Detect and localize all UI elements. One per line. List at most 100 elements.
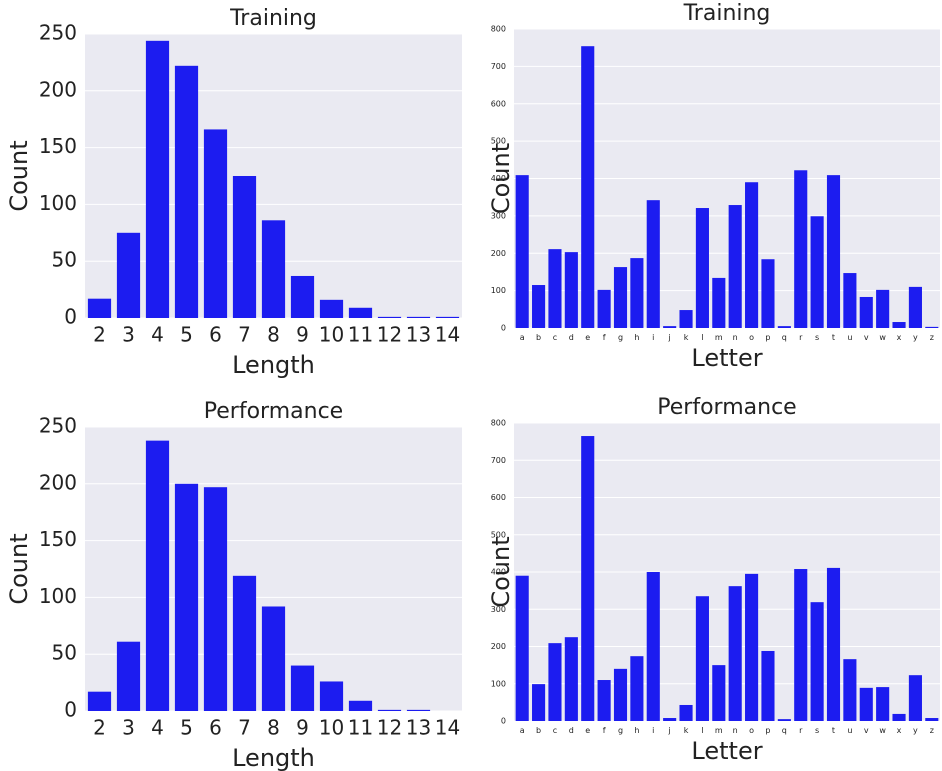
x-axis-label: Length	[232, 744, 315, 771]
x-tick-label: j	[668, 726, 671, 735]
x-tick-label: 7	[238, 716, 251, 740]
y-tick-label: 100	[39, 584, 77, 608]
y-tick-label: 600	[491, 99, 506, 108]
x-tick-label: p	[765, 726, 770, 735]
x-tick-label: 14	[435, 716, 460, 740]
bar	[515, 175, 529, 328]
x-tick-label: 13	[406, 323, 431, 347]
x-tick-label: 5	[180, 323, 193, 347]
chart-title: Performance	[657, 395, 796, 420]
y-axis-label: Count	[487, 536, 515, 607]
x-tick-label: e	[585, 726, 590, 735]
bar	[532, 684, 546, 721]
x-axis-label: Letter	[691, 737, 762, 765]
y-tick-label: 200	[491, 249, 506, 258]
bar	[613, 267, 628, 328]
x-tick-label: k	[684, 726, 689, 735]
x-tick-label: d	[569, 726, 574, 735]
bar	[745, 573, 759, 721]
y-tick-label: 700	[491, 456, 506, 465]
bar	[777, 326, 791, 328]
bar	[695, 208, 709, 328]
x-tick-label: 12	[377, 323, 402, 347]
bar	[794, 170, 808, 328]
y-tick-label: 500	[491, 530, 506, 539]
y-tick-label: 100	[39, 191, 77, 215]
y-tick-label: 300	[491, 211, 506, 220]
x-tick-label: a	[520, 333, 525, 342]
bar	[679, 310, 693, 328]
x-tick-label: t	[832, 333, 835, 342]
bar	[203, 129, 228, 318]
bar	[777, 719, 791, 721]
y-tick-label: 250	[39, 414, 77, 438]
bar	[908, 675, 922, 721]
y-tick-label: 50	[52, 248, 77, 272]
x-tick-label: 10	[319, 716, 344, 740]
x-tick-label: b	[536, 333, 541, 342]
bar	[843, 659, 857, 721]
x-axis-label: Letter	[691, 344, 762, 372]
x-tick-label: r	[799, 726, 803, 735]
x-tick-label: f	[603, 726, 606, 735]
x-tick-label: 2	[93, 716, 106, 740]
y-tick-label: 800	[491, 25, 506, 34]
x-tick-label: 11	[348, 323, 373, 347]
x-tick-label: a	[520, 726, 525, 735]
x-tick-label: h	[634, 726, 639, 735]
x-tick-label: i	[652, 726, 654, 735]
x-tick-label: u	[847, 333, 852, 342]
bar	[532, 285, 546, 328]
bar	[203, 487, 228, 711]
bar	[663, 718, 677, 721]
bar	[630, 258, 644, 328]
x-tick-label: z	[930, 726, 934, 735]
bar	[145, 40, 170, 318]
bar	[597, 289, 611, 328]
x-tick-label: j	[668, 333, 671, 342]
y-tick-label: 700	[491, 62, 506, 71]
x-tick-label: n	[733, 726, 738, 735]
x-tick-label: 4	[151, 323, 164, 347]
bar	[515, 575, 529, 721]
y-axis-label: Count	[5, 140, 33, 211]
x-tick-label: n	[733, 333, 738, 342]
y-axis-label: Count	[487, 143, 515, 214]
bar	[145, 440, 170, 711]
x-tick-label: x	[897, 726, 902, 735]
bar	[925, 718, 939, 721]
x-tick-label: w	[879, 333, 886, 342]
bar	[232, 176, 257, 318]
bar	[174, 483, 199, 711]
x-tick-label: 11	[348, 716, 373, 740]
x-tick-label: e	[585, 333, 590, 342]
bar	[728, 586, 742, 721]
x-tick-label: l	[701, 333, 703, 342]
x-tick-label: g	[618, 333, 623, 342]
chart-title: Performance	[204, 399, 343, 424]
x-tick-label: m	[715, 726, 723, 735]
bar	[87, 691, 112, 711]
x-tick-label: 6	[209, 716, 222, 740]
x-tick-label: 6	[209, 323, 222, 347]
bar	[261, 220, 286, 318]
bar	[348, 307, 373, 318]
x-tick-label: o	[749, 333, 754, 342]
bar	[859, 687, 873, 721]
y-tick-label: 600	[491, 493, 506, 502]
y-tick-label: 400	[491, 568, 506, 577]
bar	[810, 216, 824, 328]
bar	[908, 286, 922, 328]
bar	[290, 665, 315, 711]
bar	[406, 709, 431, 711]
bar	[728, 205, 742, 328]
x-tick-label: 13	[406, 716, 431, 740]
bar	[261, 606, 286, 711]
x-tick-label: 4	[151, 716, 164, 740]
x-tick-label: 8	[267, 716, 280, 740]
bar	[377, 709, 402, 711]
x-tick-label: u	[847, 726, 852, 735]
bar	[794, 569, 808, 721]
bar	[581, 46, 595, 328]
